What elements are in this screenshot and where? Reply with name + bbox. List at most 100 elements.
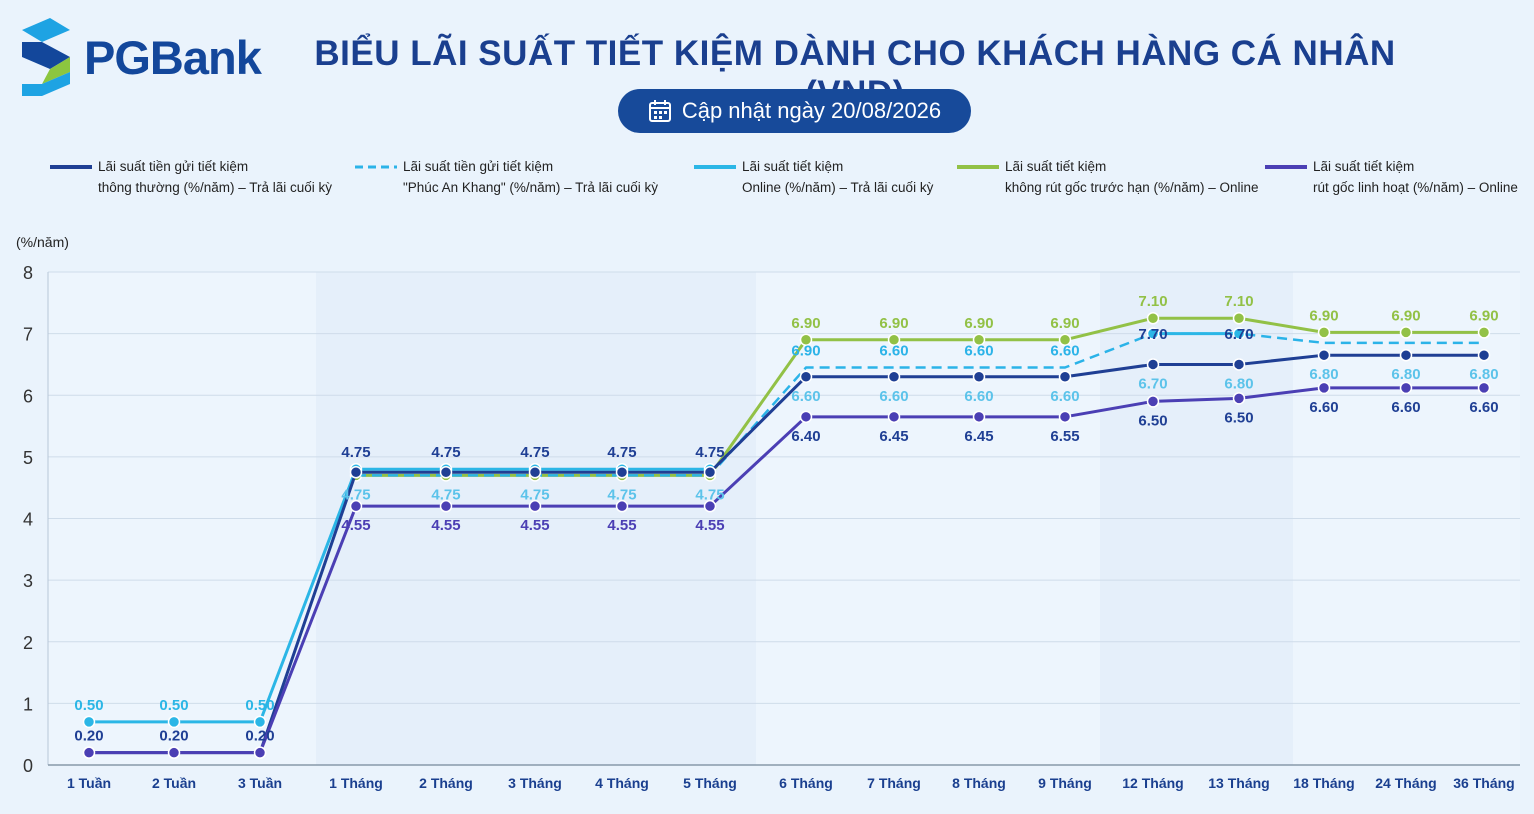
data-point [1477,348,1491,362]
series-line [356,332,1484,477]
data-label: 6.60 [1469,399,1498,416]
legend-line: Lãi suất tiền gửi tiết kiệm [403,159,554,174]
x-tick-label: 3 Tháng [508,775,562,791]
data-label: 4.55 [341,517,370,534]
x-tick-label: 2 Tháng [419,775,473,791]
data-label: 6.45 [879,428,908,445]
data-label: 6.60 [1309,399,1338,416]
data-point [167,746,181,759]
data-point [615,466,629,479]
data-label: 6.90 [1050,315,1079,332]
x-tick-label: 3 Tuần [238,775,282,791]
calendar-icon [648,100,671,122]
data-label: 0.50 [159,697,188,714]
chart-legend: Lãi suất tiền gửi tiết kiệm thông thường … [50,156,1530,206]
data-label: 6.90 [791,315,820,332]
y-tick-label: 8 [23,263,33,283]
legend-swatch [694,165,736,169]
y-tick-label: 2 [23,633,33,653]
data-point [887,410,901,424]
y-tick-label: 4 [23,510,33,530]
data-label: 0.20 [159,728,188,745]
data-label: 0.20 [245,728,274,745]
data-label: 6.50 [1138,412,1167,429]
data-label: 6.60 [964,343,993,360]
y-tick-label: 1 [23,694,33,714]
data-point [972,333,986,347]
data-label: 4.55 [431,517,460,534]
data-label: 7.70 [1138,326,1167,343]
data-label: 4.75 [520,486,549,503]
data-label: 4.75 [520,444,549,461]
data-label: 4.75 [607,486,636,503]
data-point [1317,381,1331,395]
y-axis-label: (%/năm) [16,234,69,250]
data-label: 4.75 [695,444,724,461]
data-point [1058,333,1072,347]
data-label: 6.50 [1224,409,1253,426]
data-point [253,715,267,729]
data-label: 4.75 [607,444,636,461]
x-tick-label: 13 Tháng [1208,775,1269,791]
data-point [349,466,363,479]
data-point [1232,327,1246,340]
series-line [89,332,1239,724]
data-point [1058,410,1072,424]
data-point [1477,326,1491,339]
data-point [703,466,717,479]
data-label: 6.60 [879,388,908,405]
x-tick-label: 7 Tháng [867,775,921,791]
legend-line: "Phúc An Khang" (%/năm) – Trả lãi cuối k… [403,180,658,195]
update-date-badge: Cập nhật ngày 20/08/2026 [618,89,971,133]
x-tick-label: 6 Tháng [779,775,833,791]
data-label: 6.80 [1309,366,1338,383]
legend-swatch [50,165,92,169]
data-label: 4.75 [341,486,370,503]
x-tick-label: 18 Tháng [1293,775,1354,791]
data-point [439,499,453,513]
x-tick-label: 12 Tháng [1122,775,1183,791]
data-point [615,499,629,513]
data-label: 6.60 [879,343,908,360]
legend-line: Lãi suất tiết kiệm [1005,159,1107,174]
x-tick-label: 36 Tháng [1453,775,1514,791]
data-point [1232,311,1246,325]
data-label: 6.90 [1469,307,1498,324]
legend-item-no-early-withdrawal: Lãi suất tiết kiệm không rút gốc trước hạ… [957,156,1259,198]
data-label: 4.55 [607,517,636,534]
y-tick-label: 3 [23,571,33,591]
legend-line: Lãi suất tiết kiệm [742,159,844,174]
brand-logo: PGBank [22,18,262,96]
y-tick-label: 0 [23,756,33,776]
data-label: 6.80 [1469,366,1498,383]
data-point [1477,381,1491,395]
legend-line: Online (%/năm) – Trả lãi cuối kỳ [742,180,934,195]
data-label: 6.60 [1050,388,1079,405]
data-point [1232,392,1246,405]
data-point [1058,370,1072,384]
data-point [1146,327,1160,340]
legend-line: Lãi suất tiết kiệm [1313,159,1415,174]
data-point [82,715,96,729]
data-label: 6.90 [1391,307,1420,324]
x-tick-label: 5 Tháng [683,775,737,791]
y-tick-label: 6 [23,386,33,406]
data-point [253,746,267,759]
data-label: 7.10 [1224,293,1253,310]
data-label: 6.70 [1224,326,1253,343]
data-point [703,499,717,513]
data-label: 4.55 [520,517,549,534]
data-label: 6.80 [1391,366,1420,383]
legend-line: không rút gốc trước hạn (%/năm) – Online [1005,180,1259,195]
data-point [349,499,363,513]
legend-item-online: Lãi suất tiết kiệm Online (%/năm) – Trả l… [694,156,933,198]
x-tick-label: 24 Tháng [1375,775,1436,791]
data-point [1399,348,1413,362]
data-point [1399,381,1413,395]
pgbank-logo-icon [22,18,70,96]
legend-swatch [1265,165,1307,169]
data-label: 0.50 [245,697,274,714]
data-label: 6.60 [791,388,820,405]
update-date-text: Cập nhật ngày 20/08/2026 [681,98,942,123]
